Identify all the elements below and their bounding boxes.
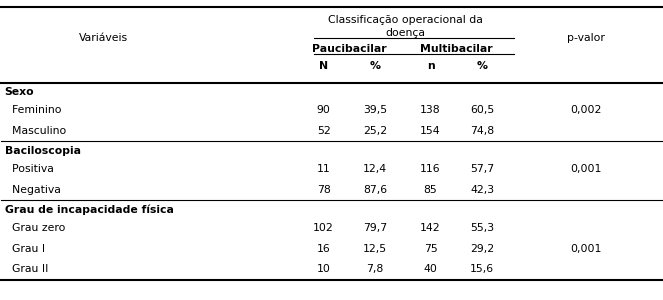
Text: 15,6: 15,6 bbox=[470, 264, 494, 274]
Text: 90: 90 bbox=[317, 105, 331, 115]
Text: doença: doença bbox=[385, 28, 426, 38]
Text: Multibacilar: Multibacilar bbox=[420, 44, 493, 54]
Text: 142: 142 bbox=[420, 223, 441, 233]
Text: 116: 116 bbox=[420, 164, 441, 174]
Text: 85: 85 bbox=[424, 185, 438, 195]
Text: Paucibacilar: Paucibacilar bbox=[312, 44, 387, 54]
Text: Grau II: Grau II bbox=[5, 264, 48, 274]
Text: Grau I: Grau I bbox=[5, 244, 45, 254]
Text: Grau zero: Grau zero bbox=[5, 223, 65, 233]
Text: 78: 78 bbox=[317, 185, 330, 195]
Text: Grau de incapacidade física: Grau de incapacidade física bbox=[5, 204, 174, 215]
Text: 74,8: 74,8 bbox=[470, 126, 494, 136]
Text: Negativa: Negativa bbox=[5, 185, 60, 195]
Text: 138: 138 bbox=[420, 105, 441, 115]
Text: Masculino: Masculino bbox=[5, 126, 66, 136]
Text: 25,2: 25,2 bbox=[363, 126, 387, 136]
Text: 55,3: 55,3 bbox=[470, 223, 494, 233]
Text: 57,7: 57,7 bbox=[470, 164, 494, 174]
Text: %: % bbox=[477, 61, 487, 70]
Text: %: % bbox=[369, 61, 381, 70]
Text: 60,5: 60,5 bbox=[470, 105, 494, 115]
Text: 79,7: 79,7 bbox=[363, 223, 387, 233]
Text: 16: 16 bbox=[317, 244, 330, 254]
Text: Baciloscopia: Baciloscopia bbox=[5, 146, 81, 156]
Text: 7,8: 7,8 bbox=[367, 264, 384, 274]
Text: 12,5: 12,5 bbox=[363, 244, 387, 254]
Text: p-valor: p-valor bbox=[567, 32, 605, 43]
Text: Classificação operacional da: Classificação operacional da bbox=[328, 15, 483, 26]
Text: 0,001: 0,001 bbox=[570, 244, 601, 254]
Text: 12,4: 12,4 bbox=[363, 164, 387, 174]
Text: 29,2: 29,2 bbox=[470, 244, 494, 254]
Text: n: n bbox=[427, 61, 434, 70]
Text: 154: 154 bbox=[420, 126, 441, 136]
Text: Positiva: Positiva bbox=[5, 164, 54, 174]
Text: 87,6: 87,6 bbox=[363, 185, 387, 195]
Text: 0,002: 0,002 bbox=[570, 105, 601, 115]
Text: 11: 11 bbox=[317, 164, 330, 174]
Text: 10: 10 bbox=[317, 264, 331, 274]
Text: Variáveis: Variáveis bbox=[79, 32, 128, 43]
Text: 52: 52 bbox=[317, 126, 330, 136]
Text: N: N bbox=[319, 61, 328, 70]
Text: 75: 75 bbox=[424, 244, 438, 254]
Text: 102: 102 bbox=[313, 223, 334, 233]
Text: 40: 40 bbox=[424, 264, 438, 274]
Text: 0,001: 0,001 bbox=[570, 164, 601, 174]
Text: Sexo: Sexo bbox=[5, 87, 34, 97]
Text: 42,3: 42,3 bbox=[470, 185, 494, 195]
Text: 39,5: 39,5 bbox=[363, 105, 387, 115]
Text: Feminino: Feminino bbox=[5, 105, 61, 115]
